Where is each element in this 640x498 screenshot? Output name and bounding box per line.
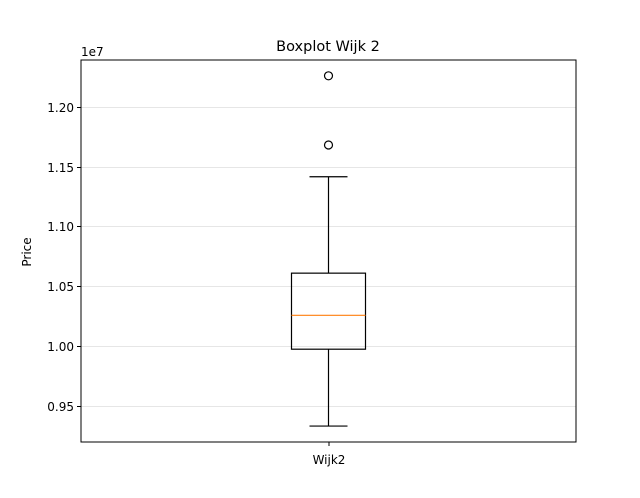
outlier-point [323, 71, 334, 81]
y-tick-label: 1.10 [47, 220, 74, 234]
y-tick-label: 1.20 [47, 101, 74, 115]
y-axis-offset-label: 1e7 [81, 45, 104, 59]
y-tick-label: 0.95 [47, 400, 74, 414]
y-tick-label: 1.15 [47, 161, 74, 175]
y-tick-label: 1.05 [47, 280, 74, 294]
chart-title: Boxplot Wijk 2 [276, 39, 380, 55]
y-axis: 0.95 1.00 1.05 1.10 1.15 1.20 [47, 101, 81, 414]
outlier-point [323, 140, 334, 150]
boxes-layer [290, 71, 367, 427]
gridlines [81, 107, 576, 407]
iqr-box [290, 272, 367, 350]
x-axis: Wijk2 [313, 442, 346, 467]
y-tick-label: 1.00 [47, 340, 74, 354]
x-tick-label: Wijk2 [313, 453, 346, 467]
y-axis-label: Price [20, 237, 34, 266]
plot-frame [80, 59, 577, 443]
